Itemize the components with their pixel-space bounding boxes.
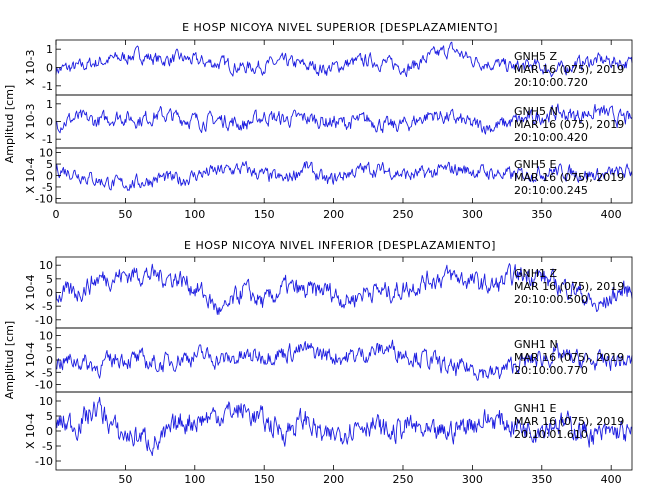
y-tick-label: 0 xyxy=(46,287,53,300)
y-tick-label: -1 xyxy=(42,80,53,93)
station-annotation: 20:10:01.610 xyxy=(514,428,588,441)
station-annotation: MAR 16 (075), 2019 xyxy=(514,118,624,131)
station-annotation: MAR 16 (075), 2019 xyxy=(514,63,624,76)
station-annotation: GNH1 N xyxy=(514,338,558,351)
station-annotation: 20:10:00.720 xyxy=(514,76,588,89)
y-tick-label: -5 xyxy=(42,440,53,453)
trace-line xyxy=(55,103,633,135)
y-tick-label: 0 xyxy=(46,62,53,75)
y-tick-label: -10 xyxy=(35,455,53,468)
y-tick-label: -5 xyxy=(42,300,53,313)
trace-line xyxy=(55,396,633,457)
y-tick-label: 1 xyxy=(46,43,53,56)
x-tick-label: 400 xyxy=(601,208,622,221)
chart-inferior: E HOSP NICOYA NIVEL INFERIOR [DESPLAZAMI… xyxy=(3,239,633,486)
y-tick-label: 0 xyxy=(46,425,53,438)
y-tick-label: 10 xyxy=(39,259,53,272)
station-annotation: GNH5 N xyxy=(514,105,558,118)
x-tick-label: 150 xyxy=(254,208,275,221)
chart-superior: E HOSP NICOYA NIVEL SUPERIOR [DESPLAZAMI… xyxy=(3,21,633,221)
x-tick-label: 100 xyxy=(184,473,205,486)
y-tick-label: 5 xyxy=(46,342,53,355)
station-annotation: 20:10:00.420 xyxy=(514,131,588,144)
y-tick-label: 10 xyxy=(39,147,53,160)
scale-label: X 10-4 xyxy=(24,275,37,311)
trace-line xyxy=(55,41,633,78)
x-tick-label: 0 xyxy=(53,208,60,221)
y-tick-label: 5 xyxy=(46,410,53,423)
y-tick-label: 10 xyxy=(39,395,53,408)
y-tick-label: -5 xyxy=(42,366,53,379)
station-annotation: MAR 16 (075), 2019 xyxy=(514,171,624,184)
x-tick-label: 300 xyxy=(462,208,483,221)
x-tick-label: 200 xyxy=(323,208,344,221)
station-annotation: 20:10:00.770 xyxy=(514,364,588,377)
station-annotation: GNH1 Z xyxy=(514,267,558,280)
trace-line xyxy=(55,263,633,315)
x-tick-label: 300 xyxy=(462,473,483,486)
x-tick-label: 350 xyxy=(531,208,552,221)
y-tick-label: 5 xyxy=(46,158,53,171)
station-annotation: MAR 16 (075), 2019 xyxy=(514,280,624,293)
chart-title-superior: E HOSP NICOYA NIVEL SUPERIOR [DESPLAZAMI… xyxy=(182,21,498,34)
scale-label: X 10-3 xyxy=(24,104,37,140)
x-tick-label: 250 xyxy=(392,208,413,221)
x-tick-label: 50 xyxy=(118,208,132,221)
station-annotation: GNH5 E xyxy=(514,158,557,171)
x-tick-label: 400 xyxy=(601,473,622,486)
station-annotation: GNH5 Z xyxy=(514,50,558,63)
trace-line xyxy=(55,160,633,191)
x-tick-label: 200 xyxy=(323,473,344,486)
y-tick-label: -10 xyxy=(35,314,53,327)
x-tick-label: 100 xyxy=(184,208,205,221)
y-tick-label: -1 xyxy=(42,133,53,146)
y-tick-label: 0 xyxy=(46,116,53,129)
x-tick-label: 350 xyxy=(531,473,552,486)
y-tick-label: -10 xyxy=(35,379,53,392)
y-tick-label: 5 xyxy=(46,273,53,286)
station-annotation: 20:10:00.245 xyxy=(514,184,588,197)
x-tick-label: 250 xyxy=(392,473,413,486)
y-tick-label: 0 xyxy=(46,170,53,183)
scale-label: X 10-4 xyxy=(24,413,37,449)
y-axis-label-superior: Amplitud [cm] xyxy=(3,85,16,163)
trace-line xyxy=(55,339,633,381)
y-tick-label: 10 xyxy=(39,329,53,342)
scale-label: X 10-4 xyxy=(24,158,37,194)
x-tick-label: 150 xyxy=(254,473,275,486)
scale-label: X 10-3 xyxy=(24,50,37,86)
y-tick-label: 1 xyxy=(46,98,53,111)
y-tick-label: 0 xyxy=(46,354,53,367)
station-annotation: MAR 16 (075), 2019 xyxy=(514,351,624,364)
station-annotation: MAR 16 (075), 2019 xyxy=(514,415,624,428)
station-annotation: 20:10:00.500 xyxy=(514,293,588,306)
station-annotation: GNH1 E xyxy=(514,402,557,415)
y-tick-label: -5 xyxy=(42,181,53,194)
y-axis-label-inferior: Amplitud [cm] xyxy=(3,321,16,399)
y-tick-label: -10 xyxy=(35,192,53,205)
x-tick-label: 50 xyxy=(118,473,132,486)
chart-title-inferior: E HOSP NICOYA NIVEL INFERIOR [DESPLAZAMI… xyxy=(184,239,496,252)
scale-label: X 10-4 xyxy=(24,342,37,378)
